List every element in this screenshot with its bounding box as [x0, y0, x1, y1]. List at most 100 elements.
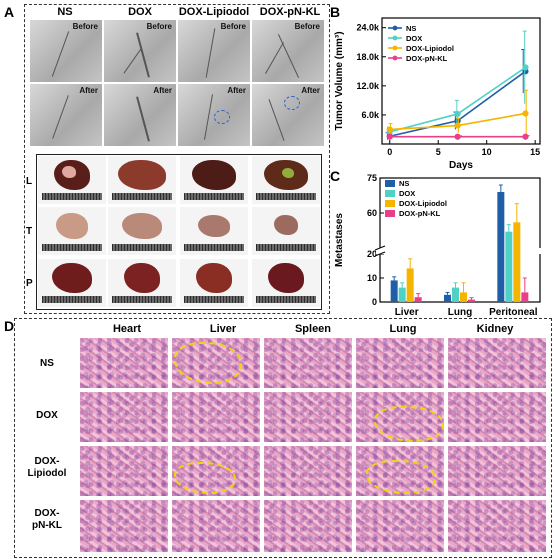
y-tick-label: 6.0k — [361, 110, 380, 120]
histology-liver-dox — [172, 392, 260, 442]
data-point — [522, 64, 529, 71]
y-tick-label: 75 — [367, 173, 377, 183]
lipiodol-deposit-marker — [214, 110, 230, 124]
x-tick-label: 15 — [530, 147, 540, 157]
y-tick-label: 0 — [372, 297, 377, 307]
bar — [406, 268, 414, 302]
peritoneum-photo-ns — [38, 259, 106, 307]
histology-lung-dox-lipiodol — [356, 446, 444, 496]
liver-photo-ns — [38, 156, 106, 204]
angiogram-after-dox-lipiodol: After — [178, 84, 250, 146]
gross-specimen-frame — [36, 154, 322, 310]
y-tick-label: 60 — [367, 208, 377, 218]
x-axis-label: Days — [449, 160, 473, 171]
data-point — [386, 126, 393, 133]
histology-heart-dox-lipiodol — [80, 446, 168, 496]
angiogram-before-dox-pn-kl: Before — [252, 20, 324, 82]
histology-kidney-dox-pn-kl — [448, 500, 546, 552]
axis-break-gap — [376, 248, 544, 254]
histology-spleen-dox-pn-kl — [264, 500, 352, 552]
row-label-tumor: T — [26, 226, 33, 237]
x-tick-label: 10 — [482, 147, 492, 157]
axis-break-mark — [374, 245, 386, 251]
bar — [398, 287, 406, 302]
histology-lung-dox-pn-kl — [356, 500, 444, 552]
col-head-dox: DOX — [128, 6, 152, 18]
x-tick-label: 5 — [436, 147, 441, 157]
tissue-col-heart: Heart — [112, 323, 142, 335]
histology-liver-ns — [172, 338, 260, 388]
bar — [521, 292, 529, 302]
histology-heart-dox — [80, 392, 168, 442]
histology-heart-ns — [80, 338, 168, 388]
legend-label: NS — [406, 24, 416, 33]
x-category-label: Lung — [448, 307, 472, 318]
plot-frame — [381, 17, 541, 145]
axis-break-mark — [374, 251, 386, 257]
bar — [452, 287, 459, 302]
panel-d-letter: D — [4, 318, 15, 334]
legend-swatch — [385, 190, 395, 197]
angiogram-after-dox-pn-kl: After — [252, 84, 324, 146]
panel-d-frame — [14, 318, 552, 558]
legend-label: DOX — [399, 189, 415, 198]
bar — [505, 231, 513, 302]
angiogram-after-dox: After — [104, 84, 176, 146]
legend-label: DOX-pN-KL — [399, 209, 441, 218]
legend-label: DOX-Lipiodol — [406, 44, 454, 53]
legend-swatch — [385, 200, 395, 207]
row-label-peritoneum: P — [26, 278, 33, 289]
legend-marker — [392, 25, 398, 31]
angiogram-before-ns: Before — [30, 20, 102, 82]
angiogram-after-ns: After — [30, 84, 102, 146]
legend-marker — [392, 35, 398, 41]
peritoneum-photo-dox — [108, 259, 176, 307]
y-tick-label: 12.0k — [356, 81, 380, 91]
histology-lung-dox — [356, 392, 444, 442]
tumor-photo-ns — [38, 207, 106, 255]
legend-label: NS — [399, 179, 409, 188]
tissue-row-dox-lipiodol: DOX- Lipiodol — [27, 456, 67, 479]
tissue-row-ns: NS — [40, 358, 54, 369]
x-category-label: Peritoneal — [489, 307, 538, 318]
tissue-row-dox-pn-kl: DOX-pN-KL — [32, 508, 62, 531]
histology-kidney-ns — [448, 338, 546, 388]
peritoneum-photo-dox-pn-kl — [252, 259, 320, 307]
bar — [414, 297, 422, 302]
y-axis-label: Tumor Volume (mm³) — [334, 31, 345, 130]
metastases-chart: 0 10 20 60 75 Metastases Liver Lung Peritoneal NS… — [334, 173, 544, 318]
legend-label: DOX — [406, 34, 422, 43]
x-tick-label: 0 — [387, 147, 392, 157]
tumor-photo-dox-lipiodol — [180, 207, 248, 255]
liver-photo-dox-pn-kl — [252, 156, 320, 204]
liver-photo-dox — [108, 156, 176, 204]
histology-heart-dox-pn-kl — [80, 500, 168, 552]
y-axis-label: Metastases — [334, 213, 345, 267]
tissue-col-kidney: Kidney — [476, 323, 514, 335]
legend-swatch — [385, 180, 395, 187]
bar — [497, 192, 505, 302]
tumor-photo-dox-pn-kl — [252, 207, 320, 255]
tissue-col-liver: Liver — [209, 323, 237, 335]
histology-kidney-dox-lipiodol — [448, 446, 546, 496]
y-tick-label: 18.0k — [356, 52, 380, 62]
col-head-dox-lipiodol: DOX-Lipiodol — [178, 6, 250, 18]
col-head-ns: NS — [57, 6, 73, 18]
data-point — [454, 133, 461, 140]
x-category-label: Liver — [395, 307, 419, 318]
tumor-volume-chart: 6.0k 12.0k 18.0k 24.0k 0 5 10 15 Days Tumor Volum… — [334, 17, 541, 171]
histology-liver-dox-pn-kl — [172, 500, 260, 552]
data-point — [386, 133, 393, 140]
pn-kl-deposit-marker — [284, 96, 300, 110]
histology-liver-dox-lipiodol — [172, 446, 260, 496]
row-label-liver: L — [26, 176, 33, 187]
angiogram-before-dox: Before — [104, 20, 176, 82]
peritoneum-photo-dox-lipiodol — [180, 259, 248, 307]
bar — [513, 222, 521, 302]
panel-a-letter: A — [4, 4, 15, 20]
panel-a-frame — [24, 4, 330, 314]
col-head-dox-pn-kl: DOX-pN-KL — [259, 6, 321, 18]
panel-c-letter: C — [330, 168, 341, 184]
data-point — [454, 110, 461, 118]
angiogram-before-dox-lipiodol: Before — [178, 20, 250, 82]
